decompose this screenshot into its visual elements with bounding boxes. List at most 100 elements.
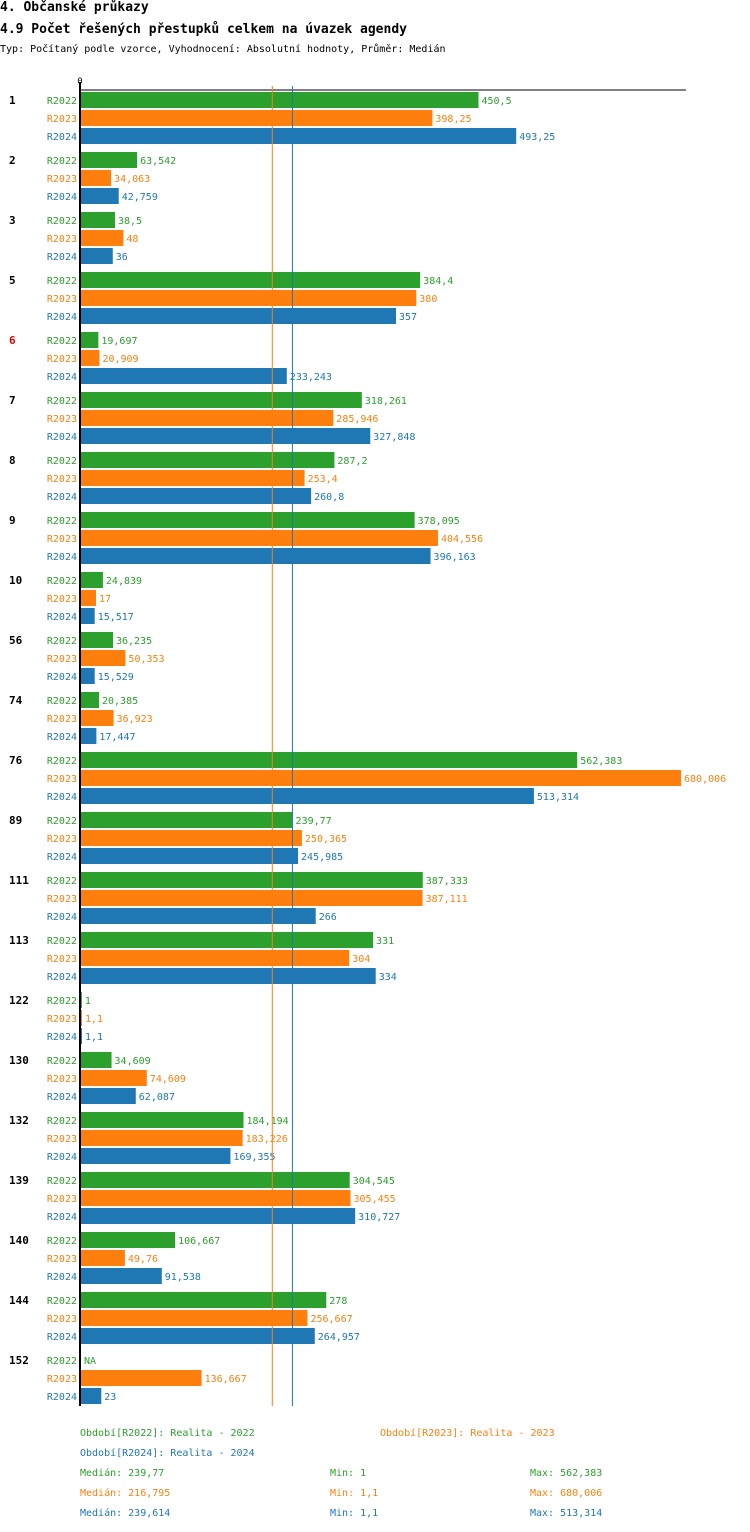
data-label: 378,095 [418, 516, 460, 527]
bar-r2023 [81, 290, 417, 306]
bar-r2024 [81, 128, 517, 144]
series-label: R2024 [47, 252, 77, 263]
data-label: 287,2 [337, 456, 367, 467]
series-label: R2024 [47, 1272, 77, 1283]
section-title: 4. Občanské průkazy [0, 0, 149, 15]
series-label: R2023 [47, 954, 77, 965]
series-label: R2023 [47, 1194, 77, 1205]
data-label: 233,243 [290, 372, 332, 383]
series-label: R2023 [47, 234, 77, 245]
series-label: R2024 [47, 312, 77, 323]
data-label: 49,76 [128, 1254, 158, 1265]
data-label: 91,538 [165, 1272, 201, 1283]
series-label: R2023 [47, 894, 77, 905]
bar-r2022 [81, 1292, 327, 1308]
bar-r2024 [81, 488, 312, 504]
series-label: R2024 [47, 492, 77, 503]
data-label: 17,447 [99, 732, 135, 743]
data-label: 42,759 [122, 192, 158, 203]
series-label: R2024 [47, 1392, 77, 1403]
bar-r2024 [81, 308, 396, 324]
bar-r2022 [81, 932, 374, 948]
category-label: 152 [9, 1354, 29, 1367]
series-label: R2022 [47, 456, 77, 467]
series-label: R2023 [47, 114, 77, 125]
series-label: R2024 [47, 372, 77, 383]
stat-median-r2023: Medián: 216,795 [80, 1488, 171, 1499]
data-label: 304 [352, 954, 370, 965]
bar-r2023 [81, 1190, 351, 1206]
bar-r2024 [81, 1328, 315, 1344]
bar-r2023 [81, 350, 100, 366]
legend-r2023: Období[R2023]: Realita - 2023 [380, 1428, 555, 1439]
category-label: 130 [9, 1054, 29, 1067]
bar-r2022 [81, 1172, 350, 1188]
series-label: R2024 [47, 552, 77, 563]
series-label: R2023 [47, 174, 77, 185]
series-label: R2024 [47, 192, 77, 203]
bar-r2024 [81, 368, 287, 384]
data-label: 239,77 [296, 816, 332, 827]
series-label: R2024 [47, 852, 77, 863]
series-label: R2024 [47, 672, 77, 683]
data-label: 245,985 [301, 852, 343, 863]
bar-r2023 [81, 770, 681, 786]
stat-median-r2022: Medián: 239,77 [80, 1468, 165, 1479]
bar-r2023 [81, 890, 423, 906]
bar-r2024 [81, 1028, 82, 1044]
x-tick-label: 0 [77, 77, 82, 87]
category-label: 122 [9, 994, 29, 1007]
bar-r2024 [81, 908, 316, 924]
series-label: R2023 [47, 534, 77, 545]
data-label: 106,667 [178, 1236, 220, 1247]
bar-r2022 [81, 812, 293, 828]
data-label: 63,542 [140, 156, 176, 167]
bar-r2022 [81, 332, 99, 348]
series-label: R2023 [47, 354, 77, 365]
series-label: R2023 [47, 714, 77, 725]
data-label: 380 [419, 294, 437, 305]
stat-min-r2024: Min: 1,1 [330, 1508, 379, 1519]
series-label: R2022 [47, 1296, 77, 1307]
category-label: 8 [9, 454, 16, 467]
series-label: R2023 [47, 294, 77, 305]
data-label: 36,923 [117, 714, 153, 725]
category-label: 89 [9, 814, 22, 827]
bar-r2024 [81, 428, 371, 444]
bar-r2024 [81, 848, 299, 864]
bar-r2023 [81, 1370, 202, 1386]
category-label: 56 [9, 634, 23, 647]
series-label: R2024 [47, 1092, 77, 1103]
bar-r2023 [81, 1070, 147, 1086]
bar-r2024 [81, 1208, 356, 1224]
data-label: NA [84, 1356, 96, 1367]
bar-r2022 [81, 1112, 244, 1128]
series-label: R2022 [47, 756, 77, 767]
data-label: 266 [319, 912, 337, 923]
data-label: 48 [126, 234, 138, 245]
bar-r2023 [81, 1010, 82, 1026]
data-label: 256,667 [310, 1314, 352, 1325]
data-label: 387,333 [426, 876, 468, 887]
bar-r2024 [81, 608, 95, 624]
series-label: R2022 [47, 96, 77, 107]
bar-r2022 [81, 452, 335, 468]
chart-subtitle: Typ: Počítaný podle vzorce, Vyhodnocení:… [0, 44, 446, 55]
series-label: R2022 [47, 636, 77, 647]
data-label: 20,909 [102, 354, 138, 365]
data-label: 24,839 [106, 576, 142, 587]
bar-r2023 [81, 950, 350, 966]
category-label: 5 [9, 274, 16, 287]
series-label: R2023 [47, 1314, 77, 1325]
series-label: R2022 [47, 1236, 77, 1247]
series-label: R2022 [47, 156, 77, 167]
series-label: R2024 [47, 1152, 77, 1163]
bar-r2022 [81, 572, 103, 588]
data-label: 19,697 [101, 336, 137, 347]
bar-r2024 [81, 1388, 102, 1404]
series-label: R2022 [47, 876, 77, 887]
bar-r2023 [81, 470, 305, 486]
category-label: 140 [9, 1234, 29, 1247]
category-label: 9 [9, 514, 16, 527]
bar-r2022 [81, 632, 113, 648]
